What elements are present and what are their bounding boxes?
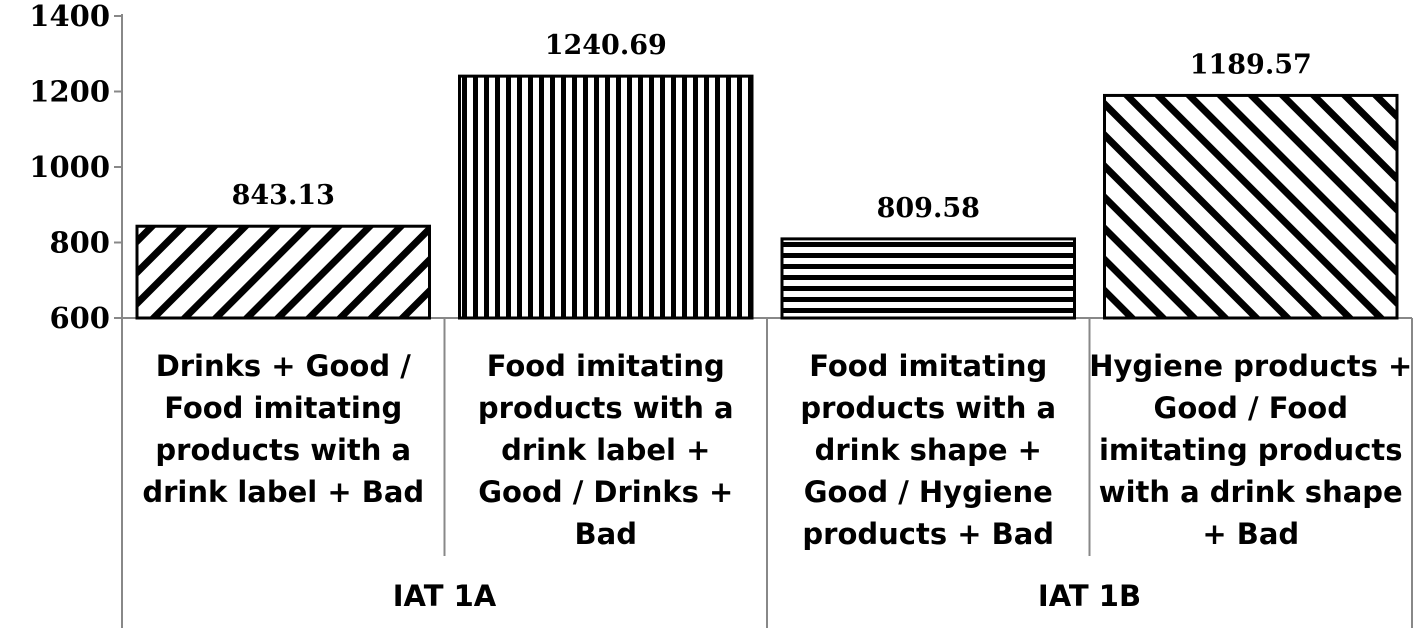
group-label-2: IAT 1B (1038, 579, 1141, 613)
data-label-4: 1189.57 (1190, 49, 1312, 80)
bar-2 (458, 74, 754, 320)
data-label-1: 843.13 (232, 180, 335, 211)
group-label-1: IAT 1A (393, 579, 497, 613)
data-label-2: 1240.69 (545, 30, 667, 61)
y-tick-label: 800 (49, 226, 110, 260)
y-tick-label: 600 (49, 301, 110, 335)
y-tick-label: 1200 (29, 75, 110, 109)
bar-3 (780, 237, 1076, 320)
axes: 600 800 1000 1200 1400 (29, 0, 1413, 628)
labels: 843.13 Drinks + Good / Food imitating produ… (142, 30, 1412, 613)
category-label-4: Hygiene products + Good / Food imitating p… (1089, 349, 1412, 551)
data-label-3: 809.58 (877, 193, 980, 224)
category-label-2: Food imitating products with a drink label… (478, 349, 734, 551)
category-label-1: Drinks + Good / Food imitating products wi… (142, 349, 424, 509)
y-tick-label: 1000 (29, 150, 110, 184)
category-label-3: Food imitating products with a drink shape… (800, 349, 1056, 551)
bar-1 (135, 224, 431, 320)
bar-4 (1103, 93, 1399, 320)
y-tick-label: 1400 (29, 0, 110, 33)
bars (135, 74, 1399, 320)
